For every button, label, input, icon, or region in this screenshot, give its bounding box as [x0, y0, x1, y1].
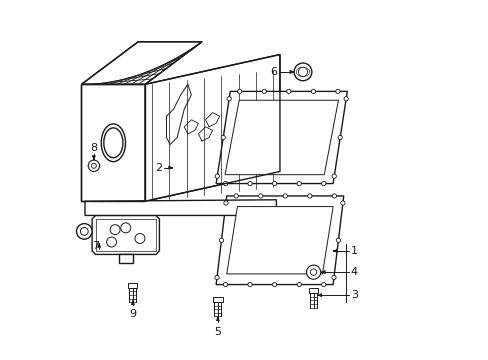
Circle shape — [296, 181, 301, 186]
Circle shape — [223, 283, 227, 287]
Circle shape — [258, 194, 262, 198]
Circle shape — [80, 228, 88, 235]
Circle shape — [306, 265, 320, 279]
Circle shape — [214, 275, 219, 280]
Circle shape — [219, 238, 223, 242]
Polygon shape — [96, 219, 156, 251]
Circle shape — [121, 223, 130, 233]
Polygon shape — [216, 91, 346, 184]
Circle shape — [337, 135, 342, 140]
Ellipse shape — [103, 128, 122, 158]
Circle shape — [247, 181, 252, 186]
Circle shape — [310, 269, 316, 275]
Polygon shape — [119, 255, 133, 263]
Circle shape — [331, 174, 336, 178]
Circle shape — [344, 96, 347, 101]
Ellipse shape — [101, 124, 125, 162]
Circle shape — [331, 275, 335, 280]
Circle shape — [247, 283, 252, 287]
Polygon shape — [224, 100, 338, 175]
Polygon shape — [81, 42, 202, 84]
Circle shape — [215, 174, 219, 178]
Polygon shape — [216, 196, 343, 284]
Circle shape — [237, 89, 241, 94]
Circle shape — [135, 234, 144, 243]
Circle shape — [283, 194, 287, 198]
Text: 9: 9 — [129, 309, 136, 319]
Text: 3: 3 — [350, 290, 357, 300]
Polygon shape — [92, 215, 159, 255]
Circle shape — [110, 225, 120, 235]
Circle shape — [340, 201, 345, 205]
Polygon shape — [226, 207, 332, 274]
Circle shape — [336, 238, 340, 242]
Circle shape — [293, 63, 311, 81]
Text: 4: 4 — [350, 267, 357, 277]
Circle shape — [307, 194, 311, 198]
Text: 2: 2 — [155, 163, 162, 172]
Circle shape — [223, 181, 227, 186]
Circle shape — [335, 89, 339, 94]
Text: 6: 6 — [270, 67, 277, 77]
Circle shape — [298, 67, 307, 77]
Circle shape — [221, 135, 225, 140]
Circle shape — [310, 89, 315, 94]
Circle shape — [88, 160, 100, 171]
Text: 8: 8 — [90, 143, 97, 153]
Circle shape — [224, 201, 227, 205]
Polygon shape — [145, 54, 279, 201]
Circle shape — [296, 283, 301, 287]
Polygon shape — [308, 288, 318, 293]
Polygon shape — [213, 297, 222, 302]
Circle shape — [272, 181, 276, 186]
Polygon shape — [85, 200, 276, 215]
Circle shape — [321, 283, 325, 287]
Circle shape — [106, 237, 116, 247]
Circle shape — [234, 194, 238, 198]
Circle shape — [272, 283, 276, 287]
Polygon shape — [81, 84, 145, 201]
Text: 5: 5 — [214, 327, 221, 337]
Circle shape — [262, 89, 266, 94]
Text: 1: 1 — [350, 246, 357, 256]
Circle shape — [91, 163, 96, 168]
Polygon shape — [128, 283, 137, 288]
Circle shape — [76, 224, 92, 239]
Text: 7: 7 — [92, 241, 99, 251]
Circle shape — [226, 96, 231, 101]
Circle shape — [331, 194, 336, 198]
Circle shape — [321, 181, 325, 186]
Circle shape — [286, 89, 290, 94]
